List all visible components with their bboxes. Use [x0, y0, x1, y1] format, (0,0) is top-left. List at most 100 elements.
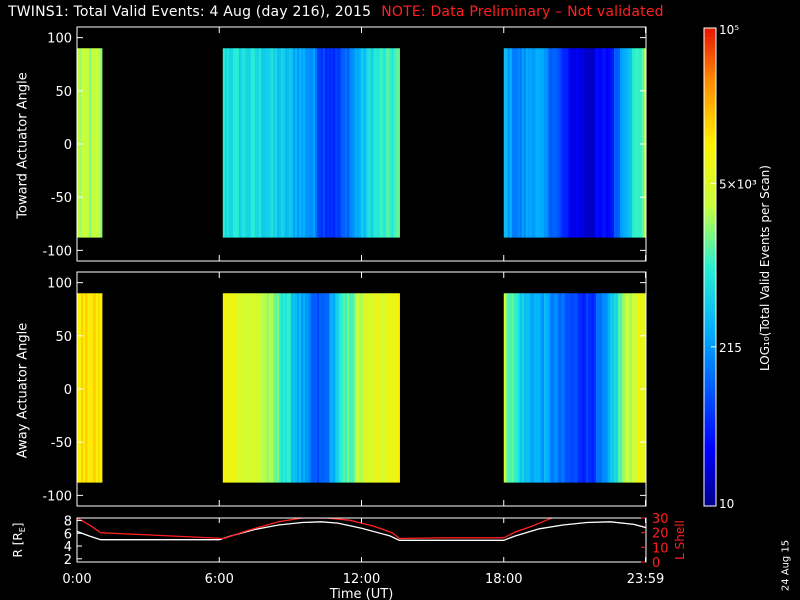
- toward-heat-cell: [579, 48, 583, 238]
- toward-heat-cell: [291, 48, 294, 238]
- colorbar-segment: [704, 370, 716, 376]
- colorbar-segment: [704, 462, 716, 467]
- away-heat-cell: [295, 293, 298, 483]
- toward-heat-cell: [226, 48, 230, 238]
- toward-heat-cell: [575, 48, 579, 238]
- toward-heat-cell: [381, 48, 384, 238]
- colorbar-segment: [704, 139, 716, 145]
- away-heat-cell: [313, 293, 316, 483]
- away-heat-cell: [331, 293, 334, 483]
- away-heat-cell: [95, 293, 99, 483]
- away-heat-cell: [635, 293, 639, 483]
- toward-heat-cell: [349, 48, 352, 238]
- away-heat-cell: [359, 293, 362, 483]
- away-heat-cell: [545, 293, 549, 483]
- away-heat-cell: [91, 293, 95, 483]
- away-heat-cell: [629, 293, 633, 483]
- colorbar-segment: [704, 458, 716, 463]
- ephemeris-Lshell-line: [77, 518, 554, 540]
- toward-heat-cell: [537, 48, 541, 238]
- toward-heat-cell: [557, 48, 561, 238]
- colorbar-segment: [704, 99, 716, 105]
- toward-heat-cell: [547, 48, 551, 238]
- away-heat-cell: [270, 293, 274, 483]
- toward-heat-cell: [379, 48, 382, 238]
- colorbar-segment: [704, 151, 716, 157]
- toward-ytick-label: -50: [51, 191, 72, 206]
- away-heat-cell: [633, 293, 637, 483]
- toward-heat-cell: [631, 48, 635, 238]
- colorbar-segment: [704, 502, 716, 507]
- away-heat-cell: [593, 293, 597, 483]
- toward-heat-cell: [262, 48, 266, 238]
- away-heat-cell: [258, 293, 262, 483]
- colorbar-segment: [704, 235, 716, 240]
- ephemeris-xtick-label: 23:59: [627, 572, 664, 587]
- colorbar-segment: [704, 378, 716, 384]
- colorbar-segment: [704, 243, 716, 248]
- colorbar-segment: [704, 215, 716, 220]
- toward-heat-cell: [521, 48, 525, 238]
- toward-heat-cell: [529, 48, 533, 238]
- colorbar-segment: [704, 83, 716, 89]
- toward-heat-cell: [91, 48, 95, 238]
- away-heat-cell: [79, 293, 82, 483]
- colorbar-segment: [704, 63, 716, 69]
- colorbar-segment: [704, 466, 716, 471]
- toward-heat-cell: [252, 48, 256, 238]
- colorbar-segment: [704, 402, 716, 408]
- away-heat-cell: [93, 293, 97, 483]
- away-heat-cell: [377, 293, 380, 483]
- colorbar-segment: [704, 115, 716, 121]
- toward-heat-cell: [258, 48, 262, 238]
- colorbar-segment: [704, 155, 716, 161]
- away-heat-cell: [609, 293, 613, 483]
- toward-heat-cell: [99, 48, 103, 238]
- toward-heat-cell: [393, 48, 396, 238]
- ephemeris-left-tick-label: 8: [64, 515, 72, 530]
- colorbar-segment: [704, 434, 716, 439]
- colorbar-segment: [704, 366, 716, 372]
- ephemeris-right-tick-label: 0: [652, 556, 660, 571]
- colorbar-segment: [704, 28, 716, 33]
- toward-ytick-label: 100: [47, 32, 72, 47]
- away-heat-cell: [299, 293, 302, 483]
- away-heat-cell: [543, 293, 547, 483]
- away-heat-cell: [99, 293, 103, 483]
- away-ytick-label: -100: [42, 489, 72, 504]
- away-heat-cell: [319, 293, 322, 483]
- toward-heat-cell: [533, 48, 537, 238]
- colorbar-segment: [704, 314, 716, 320]
- toward-heat-cell: [250, 48, 254, 238]
- toward-heat-cell: [323, 48, 326, 238]
- away-heat-cell: [575, 293, 579, 483]
- ephemeris-right-label: L Shell: [673, 520, 687, 560]
- colorbar-segment: [704, 390, 716, 396]
- away-heat-cell: [387, 293, 390, 483]
- colorbar-segment: [704, 131, 716, 137]
- away-heat-cell: [631, 293, 635, 483]
- colorbar-segment: [704, 31, 716, 37]
- away-heat-cell: [591, 293, 595, 483]
- toward-heat-cell: [561, 48, 565, 238]
- ephemeris-right-tick-label: 20: [652, 527, 669, 542]
- toward-heat-cell: [513, 48, 517, 238]
- toward-heat-cell: [268, 48, 272, 238]
- toward-heat-cell: [260, 48, 264, 238]
- toward-heat-cell: [637, 48, 641, 238]
- toward-heat-cell: [635, 48, 639, 238]
- toward-heat-cell: [389, 48, 392, 238]
- away-heat-cell: [228, 293, 232, 483]
- toward-ytick-label: -100: [42, 244, 72, 259]
- colorbar-segment: [704, 71, 716, 77]
- colorbar-segment: [704, 486, 716, 491]
- colorbar-segment: [704, 183, 716, 188]
- away-heat-cell: [254, 293, 258, 483]
- toward-heat-cell: [371, 48, 374, 238]
- toward-heat-cell: [535, 48, 539, 238]
- ephemeris-xtick-label: 0:00: [62, 572, 91, 587]
- colorbar-segment: [704, 302, 716, 308]
- toward-heat-cell: [633, 48, 637, 238]
- away-heat-cell: [521, 293, 525, 483]
- colorbar-segment: [704, 167, 716, 172]
